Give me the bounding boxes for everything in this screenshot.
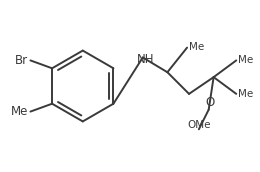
Text: Br: Br: [15, 54, 29, 67]
Text: O: O: [205, 96, 214, 109]
Text: Me: Me: [189, 42, 204, 52]
Text: OMe: OMe: [187, 120, 211, 130]
Text: Me: Me: [238, 89, 253, 99]
Text: Me: Me: [238, 55, 253, 65]
Text: NH: NH: [137, 53, 154, 66]
Text: Me: Me: [11, 105, 29, 118]
